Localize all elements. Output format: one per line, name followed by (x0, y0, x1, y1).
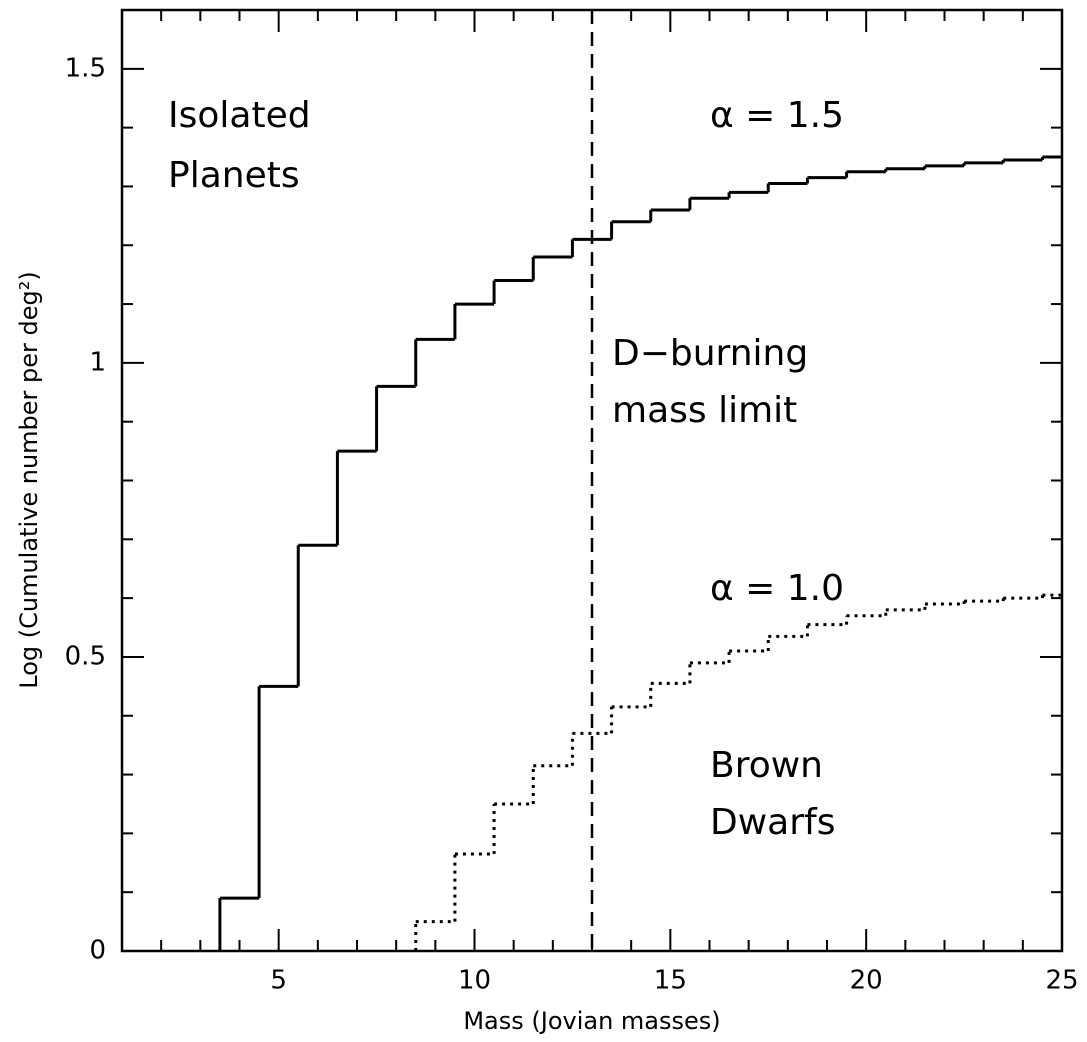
x-tick-label: 20 (850, 966, 883, 996)
series-label: α = 1.5 (710, 95, 844, 136)
annotation: D−burning (612, 333, 808, 374)
y-axis-label: Log (Cumulative number per deg²) (15, 271, 43, 688)
y-tick-label: 0 (89, 936, 106, 966)
x-tick-label: 5 (270, 966, 287, 996)
x-axis-label: Mass (Jovian masses) (463, 1007, 720, 1035)
annotation: mass limit (612, 390, 797, 431)
y-tick-label: 0.5 (65, 641, 106, 671)
annotation: Isolated (168, 95, 311, 136)
y-tick-label: 1.5 (65, 53, 106, 83)
annotation: Brown (710, 745, 823, 786)
series-label: α = 1.0 (710, 568, 844, 609)
y-tick-label: 1 (89, 347, 106, 377)
x-tick-label: 25 (1045, 966, 1078, 996)
annotation: Dwarfs (710, 802, 835, 843)
x-tick-label: 10 (458, 966, 491, 996)
x-tick-label: 15 (654, 966, 687, 996)
annotation: Planets (168, 155, 300, 196)
